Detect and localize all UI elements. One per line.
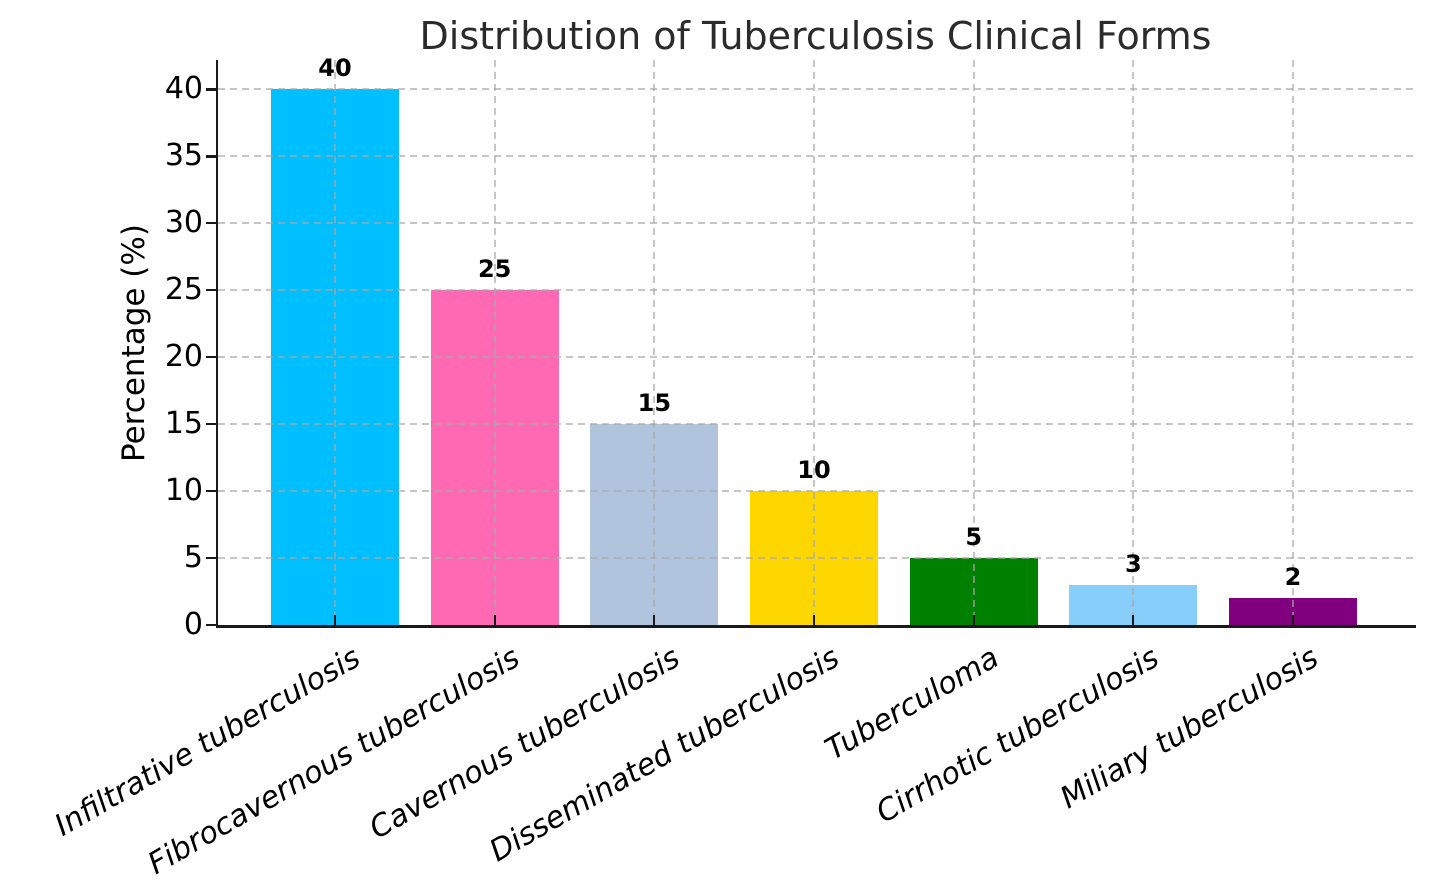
h-gridline (218, 356, 1413, 359)
h-gridline (218, 88, 1413, 91)
x-tick-mark (493, 615, 496, 625)
h-gridline (218, 289, 1413, 292)
y-tick-mark (205, 155, 216, 158)
bar-value-label: 15 (637, 389, 672, 418)
x-tick-mark (812, 615, 816, 625)
h-gridline (218, 557, 1413, 560)
v-gridline (334, 60, 336, 625)
x-tick-mark (653, 615, 656, 625)
h-gridline (218, 222, 1413, 225)
bar-value-label: 25 (477, 255, 512, 284)
bar-value-label: 10 (797, 456, 831, 485)
y-tick-mark (205, 423, 216, 426)
y-tick-label: 0 (183, 607, 203, 642)
y-tick-label: 10 (164, 473, 203, 509)
y-tick-label: 30 (164, 205, 203, 241)
y-tick-label: 20 (164, 339, 203, 375)
y-tick-mark (205, 289, 216, 292)
y-tick-mark (205, 88, 216, 91)
y-tick-mark (205, 222, 216, 225)
bar-value-label: 2 (1284, 563, 1302, 592)
v-gridline (1292, 60, 1295, 625)
v-gridline (1132, 60, 1135, 625)
y-tick-mark (205, 623, 216, 627)
x-tick-label: Cirrhotic tuberculosis (869, 640, 1165, 831)
h-gridline (218, 490, 1413, 493)
y-tick-label: 40 (164, 71, 203, 107)
y-tick-mark (205, 556, 216, 560)
y-tick-label: 25 (164, 272, 203, 308)
v-gridline (813, 60, 815, 625)
v-gridline (972, 60, 975, 625)
x-tick-label: Miliary tuberculosis (1054, 640, 1325, 817)
v-gridline (653, 60, 656, 625)
y-tick-mark (205, 490, 216, 493)
x-tick-mark (333, 615, 337, 625)
v-gridline (493, 60, 496, 625)
y-tick-label: 5 (183, 540, 203, 576)
bar-value-label: 3 (1124, 549, 1142, 578)
y-tick-mark (205, 356, 216, 359)
h-gridline (218, 423, 1413, 426)
y-tick-label: 35 (164, 138, 203, 174)
x-axis-spine (215, 625, 1416, 628)
plot-area: 0 5 10 15 20 25 30 35 40 Infiltrative tuberculosi… (49, 54, 1416, 882)
bar-value-label: 5 (965, 523, 983, 552)
y-axis-spine (215, 60, 218, 628)
x-tick-mark (1291, 615, 1295, 625)
h-gridline (218, 155, 1413, 158)
chart-title: Distribution of Tuberculosis Clinical Fo… (419, 14, 1212, 58)
y-tick-label: 15 (164, 406, 203, 442)
x-tick-mark (972, 615, 975, 625)
x-tick-mark (1132, 615, 1135, 625)
y-axis-label: Percentage (%) (116, 224, 152, 462)
bar-value-label: 40 (318, 54, 352, 83)
